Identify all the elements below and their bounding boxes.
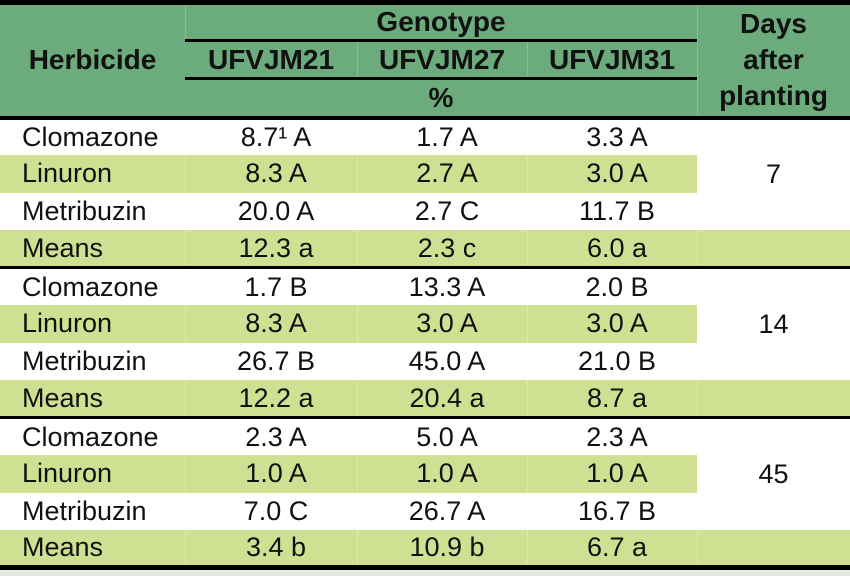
- means-value-cell: 8.7 a: [527, 380, 697, 419]
- value-cell: 3.0 A: [357, 305, 527, 343]
- table-row-clomazone-7d: Clomazone 8.7¹ A 1.7 A 3.3 A 7: [0, 118, 850, 190]
- value-cell: 2.3 A: [245, 421, 307, 452]
- means-label-cell: Means: [0, 230, 185, 269]
- header-cell-herbicide: Herbicide: [0, 2, 185, 120]
- value-cell: 11.7 B: [578, 195, 656, 226]
- table-row-linuron-7d: Linuron 8.3 A 2.7 A 3.0 A: [0, 155, 850, 193]
- value-cell: 3.0 A: [527, 305, 697, 343]
- value-cell: 8.7¹ A: [240, 121, 312, 152]
- value-cell: 8.3 A: [185, 305, 357, 343]
- herbicide-name-cell: Metribuzin: [22, 195, 147, 226]
- herbicide-name-cell: Linuron: [0, 155, 185, 193]
- header-cell-ufvjm27: UFVJM27: [357, 40, 527, 80]
- table-row-metribuzin-45d: Metribuzin 7.0 C 26.7 A 16.7 B: [0, 493, 850, 531]
- header-cell-days-after-planting: Days after planting: [697, 2, 850, 120]
- table-row-linuron-45d: Linuron 1.0 A 1.0 A 1.0 A: [0, 455, 850, 493]
- means-value-cell: 12.3 a: [185, 230, 357, 269]
- means-days-empty-cell: [697, 230, 850, 269]
- herbicide-name-cell: Clomazone: [22, 271, 159, 302]
- table-row-clomazone-14d: Clomazone 1.7 B 13.3 A 2.0 B 14: [0, 268, 850, 340]
- means-value-cell: 6.0 a: [527, 230, 697, 269]
- value-cell: 2.7 A: [357, 155, 527, 193]
- value-cell: 1.0 A: [185, 455, 357, 493]
- value-cell: 5.0 A: [416, 421, 478, 452]
- value-cell: 8.3 A: [185, 155, 357, 193]
- value-cell: 1.0 A: [357, 455, 527, 493]
- herbicide-genotype-table: Herbicide Genotype Days after planting U…: [0, 0, 850, 570]
- table-row-means-45d: Means 3.4 b 10.9 b 6.7 a: [0, 530, 850, 570]
- value-cell: 1.7 B: [244, 271, 308, 302]
- herbicide-name-cell: Metribuzin: [22, 345, 147, 376]
- means-days-empty-cell: [697, 530, 850, 570]
- means-days-empty-cell: [697, 380, 850, 419]
- means-value-cell: 10.9 b: [357, 530, 527, 570]
- means-label-cell: Means: [0, 380, 185, 419]
- days-label-line1: Days: [740, 8, 807, 40]
- header-cell-ufvjm21: UFVJM21: [185, 40, 357, 80]
- table-row-clomazone-45d: Clomazone 2.3 A 5.0 A 2.3 A 45: [0, 418, 850, 490]
- header-cell-ufvjm31: UFVJM31: [527, 40, 697, 80]
- value-cell: 1.7 A: [416, 121, 478, 152]
- means-value-cell: 2.3 c: [357, 230, 527, 269]
- table-row-means-7d: Means 12.3 a 2.3 c 6.0 a: [0, 230, 850, 269]
- days-value-cell: 45: [758, 459, 789, 489]
- value-cell: 20.0 A: [237, 195, 315, 226]
- value-cell: 16.7 B: [577, 495, 657, 526]
- header-row-unit: %: [0, 78, 850, 120]
- herbicide-name-cell: Clomazone: [22, 421, 159, 452]
- value-cell: 7.0 C: [243, 495, 309, 526]
- herbicide-name-cell: Metribuzin: [22, 495, 147, 526]
- value-cell: 2.0 B: [585, 271, 649, 302]
- herbicide-name-cell: Linuron: [0, 305, 185, 343]
- header-cell-genotype: Genotype: [185, 2, 697, 42]
- means-value-cell: 3.4 b: [185, 530, 357, 570]
- value-cell: 3.0 A: [527, 155, 697, 193]
- means-value-cell: 6.7 a: [527, 530, 697, 570]
- value-cell: 21.0 B: [577, 345, 657, 376]
- days-label-line2: after: [743, 44, 804, 76]
- table-row-metribuzin-7d: Metribuzin 20.0 A 2.7 C 11.7 B: [0, 193, 850, 231]
- means-value-cell: 20.4 a: [357, 380, 527, 419]
- days-value-cell: 14: [758, 309, 789, 339]
- header-cell-percent-unit: %: [185, 78, 697, 120]
- header-row-genotype-columns: UFVJM21 UFVJM27 UFVJM31: [0, 40, 850, 80]
- value-cell: 2.7 C: [414, 195, 480, 226]
- value-cell: 26.7 B: [236, 345, 316, 376]
- header-row-genotype: Herbicide Genotype Days after planting: [0, 2, 850, 120]
- herbicide-name-cell: Clomazone: [22, 121, 159, 152]
- table-row-metribuzin-14d: Metribuzin 26.7 B 45.0 A 21.0 B: [0, 343, 850, 381]
- means-value-cell: 12.2 a: [185, 380, 357, 419]
- value-cell: 1.0 A: [527, 455, 697, 493]
- value-cell: 2.3 A: [586, 421, 648, 452]
- means-label-cell: Means: [0, 530, 185, 570]
- value-cell: 26.7 A: [408, 495, 486, 526]
- value-cell: 13.3 A: [408, 271, 486, 302]
- value-cell: 45.0 A: [408, 345, 486, 376]
- days-value-cell: 7: [765, 159, 782, 190]
- herbicide-name-cell: Linuron: [0, 455, 185, 493]
- bottom-edge-strip: [0, 570, 850, 576]
- days-label-line3: planting: [719, 80, 828, 112]
- table-row-means-14d: Means 12.2 a 20.4 a 8.7 a: [0, 380, 850, 419]
- value-cell: 3.3 A: [586, 121, 648, 152]
- table-row-linuron-14d: Linuron 8.3 A 3.0 A 3.0 A: [0, 305, 850, 343]
